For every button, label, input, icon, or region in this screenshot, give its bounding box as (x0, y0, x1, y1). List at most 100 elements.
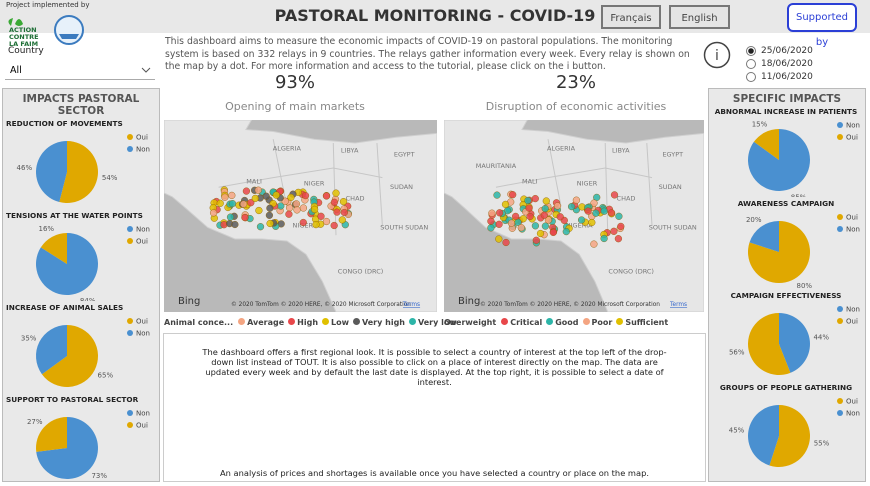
relay-dot (544, 216, 553, 224)
relay-dot (293, 206, 301, 214)
relay-dot (228, 199, 237, 208)
map-copyright: © 2020 TomTom © 2020 HERE, © 2020 Micros… (231, 301, 411, 308)
radio-ring (746, 58, 756, 69)
legend-label: Non (846, 122, 860, 130)
place-label: CHAD (346, 195, 365, 203)
relay-dot (301, 191, 310, 200)
value-label: 44% (813, 333, 829, 341)
relay-dot (239, 200, 248, 208)
pie-chart: TENSIONS AT THE WATER POINTS 84% 16% Non Oui (6, 211, 150, 301)
value-label: 56% (729, 349, 745, 357)
map-terms: Terms (402, 302, 420, 308)
relay-dot (340, 208, 349, 217)
legend-swatch (837, 398, 843, 404)
relay-dot (487, 224, 495, 232)
legend-swatch (408, 318, 416, 325)
relay-dot (536, 229, 545, 238)
value-label: 84% (80, 297, 96, 301)
relay-dot (242, 187, 251, 195)
pie-slice (41, 325, 98, 387)
relay-dot (311, 205, 319, 214)
legend-label: Oui (136, 318, 148, 326)
chart-title: INCREASE OF ANIMAL SALES (6, 303, 123, 312)
date-option[interactable]: 18/06/2020 (745, 57, 813, 70)
date-option[interactable]: 11/06/2020 (745, 70, 813, 83)
relay-dot (299, 218, 307, 227)
legend-swatch (127, 134, 133, 140)
legend-label: Non (846, 410, 860, 418)
relay-dot (610, 227, 618, 235)
relay-dot (517, 224, 525, 232)
relay-dot (590, 240, 598, 248)
info-button[interactable]: i (703, 41, 731, 69)
relay-dot (562, 227, 570, 236)
relay-dot (292, 200, 301, 208)
legend-swatch (127, 410, 133, 416)
place-label: LIBYA (612, 147, 630, 155)
date-option[interactable]: 25/06/2020 (745, 44, 813, 57)
pie-slice (748, 405, 779, 466)
relay-dot (590, 199, 598, 207)
pie-chart: AWARENESS CAMPAIGN 80% 20% Oui Non (738, 199, 860, 289)
map[interactable]: ALGERIA LIBYA EGYPT MAURITANIA MALI NIGER CHAD… (444, 120, 704, 312)
chevron (141, 67, 151, 73)
value-label: 65% (98, 372, 114, 380)
relay-dot (266, 219, 274, 228)
relay-dot (541, 204, 549, 213)
map[interactable]: ALGERIA LIBYA EGYPT MALI NIGER CHAD SUDAN NIGER… (164, 120, 437, 312)
legend-item: Low (322, 318, 349, 327)
value-label: 85% (791, 194, 807, 197)
legend-swatch (127, 318, 133, 324)
dropdown[interactable]: All (5, 62, 155, 80)
relay-dot (572, 196, 581, 204)
place-label: SUDAN (390, 183, 413, 191)
relay-dot (338, 216, 346, 224)
legend-item: Very high (353, 318, 405, 327)
chart-title: ABNORMAL INCREASE IN PATIENTS (715, 107, 858, 116)
value-label: 27% (27, 418, 43, 426)
lang-button[interactable]: English (669, 5, 730, 29)
place-label: SUDAN (659, 183, 682, 191)
legend-swatch (127, 146, 133, 152)
value-label: 54% (102, 174, 118, 182)
legend-item: Good (546, 318, 579, 327)
map-terms: Terms (669, 302, 687, 308)
date-selector: 25/06/2020 18/06/2020 11/06/2020 (745, 44, 813, 83)
place-label: ALGERIA (273, 145, 302, 153)
chart-title: GROUPS OF PEOPLE GATHERING (720, 383, 852, 392)
legend-swatch (837, 306, 843, 312)
relay-dot (226, 213, 235, 221)
legend-swatch (127, 330, 133, 336)
pie-slice (753, 129, 779, 160)
relay-dot (532, 236, 540, 244)
legend-swatch (127, 422, 133, 428)
borders (495, 139, 653, 236)
relay-dot (272, 191, 280, 199)
relay-dot (495, 209, 504, 217)
supported-button[interactable]: Supported by (787, 3, 857, 48)
land (164, 120, 437, 312)
relay-dot (228, 191, 236, 200)
pie-slice (36, 233, 98, 295)
relay-dot (584, 207, 592, 215)
lang-button[interactable]: Français (601, 5, 661, 29)
place-label: CONGO (DRC) (338, 268, 384, 276)
note-text: The dashboard offers a first regional lo… (202, 347, 667, 387)
relay-dot (553, 202, 562, 210)
value-label: 46% (17, 164, 33, 172)
relay-dot (339, 197, 348, 206)
place-label: SOUTH SUDAN (649, 223, 697, 231)
relay-dot (330, 198, 339, 206)
map-legend: Overweight Critical Good Poor Sufficient (444, 318, 672, 327)
place-label: SOUTH SUDAN (380, 223, 428, 231)
logo: ACTION CONTRE LA FAIM (8, 15, 84, 48)
info-icon: i (715, 48, 719, 64)
legend-label: Poor (591, 318, 613, 327)
legend-label: Non (136, 146, 150, 154)
implemented-by: Project implemented by (6, 1, 90, 9)
place-label: NIGERIA (293, 222, 320, 230)
date-label: 25/06/2020 (761, 45, 813, 56)
relay-dot (507, 219, 516, 227)
relay-dot (567, 202, 576, 211)
